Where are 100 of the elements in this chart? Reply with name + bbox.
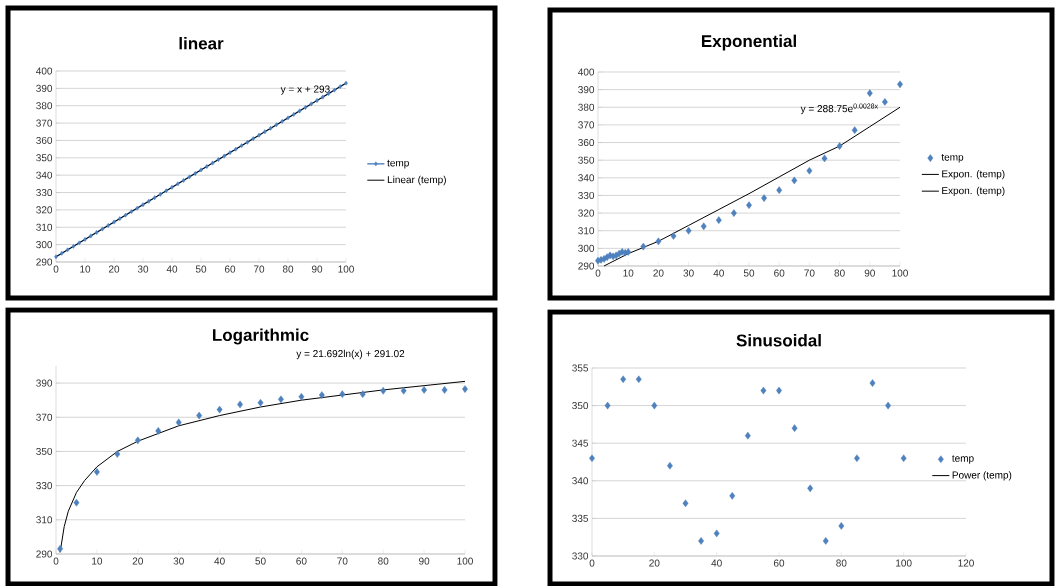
point: [670, 232, 677, 240]
point: [158, 191, 163, 197]
legend-label: Expon. (temp): [942, 186, 1005, 197]
point: [117, 216, 122, 221]
y-tick-label: 380: [36, 102, 53, 110]
point: [400, 386, 407, 395]
point: [297, 108, 302, 114]
y-tick-label: 330: [572, 552, 589, 560]
point: [268, 125, 273, 131]
y-tick-label: 370: [578, 121, 595, 129]
point: [291, 112, 296, 117]
chart-title: linear: [179, 36, 224, 50]
point: [204, 164, 209, 169]
x-tick-label: 70: [804, 269, 815, 277]
x-tick-label: 80: [834, 269, 845, 277]
point: [100, 226, 105, 232]
point: [806, 166, 813, 175]
point: [216, 405, 223, 414]
chart-title: Exponential: [701, 34, 796, 51]
chart-title: Sinusoidal: [736, 333, 821, 347]
point: [715, 216, 722, 224]
y-tick-label: 310: [36, 223, 53, 231]
y-tick-label: 390: [36, 84, 53, 92]
x-tick-label: 20: [108, 265, 120, 273]
x-tick-label: 100: [338, 265, 354, 273]
y-tick-label: 350: [36, 447, 53, 455]
point: [155, 427, 162, 435]
point: [123, 212, 128, 218]
y-tick-label: 370: [36, 413, 53, 421]
y-tick-label: 290: [578, 262, 595, 270]
x-tick-label: 30: [683, 269, 694, 277]
y-tick-label: 310: [578, 227, 595, 235]
point: [315, 98, 319, 103]
point: [729, 492, 736, 500]
x-tick-label: 0: [53, 557, 59, 565]
x-tick-label: 40: [713, 269, 724, 277]
point: [239, 143, 244, 149]
x-tick-label: 50: [255, 557, 266, 565]
x-tick-label: 70: [253, 265, 265, 273]
point: [112, 219, 116, 225]
point: [882, 98, 888, 106]
point: [210, 160, 215, 166]
point: [320, 94, 325, 100]
point: [713, 529, 720, 538]
point: [791, 176, 798, 185]
x-tick-label: 50: [195, 265, 207, 273]
point: [318, 391, 325, 399]
point: [181, 177, 186, 183]
point: [344, 80, 348, 86]
point: [620, 375, 627, 384]
x-tick-label: 60: [296, 557, 307, 565]
point: [761, 194, 767, 202]
y-tick-label: 390: [36, 379, 53, 387]
x-tick-label: 120: [958, 559, 974, 567]
x-tick-label: 50: [743, 269, 755, 277]
x-tick-label: 40: [214, 557, 225, 565]
point: [286, 115, 290, 121]
point: [187, 174, 192, 180]
point: [731, 209, 737, 217]
y-tick-label: 320: [578, 209, 595, 217]
y-tick-label: 350: [36, 154, 53, 162]
point: [280, 118, 285, 124]
point: [700, 222, 707, 231]
point: [462, 385, 468, 393]
x-tick-label: 10: [80, 265, 91, 273]
chart-title: Logarithmic: [213, 328, 309, 345]
x-tick-label: 20: [649, 559, 660, 567]
point: [94, 230, 99, 235]
y-tick-label: 390: [578, 86, 595, 94]
point: [746, 201, 752, 209]
point: [866, 89, 873, 97]
x-tick-label: 20: [132, 557, 143, 565]
point: [821, 154, 828, 163]
y-tick-label: 330: [36, 189, 53, 197]
x-tick-label: 80: [836, 559, 847, 567]
point: [245, 139, 250, 145]
point: [129, 209, 134, 215]
x-tick-label: 40: [711, 559, 722, 567]
y-tick-label: 300: [578, 244, 595, 252]
point: [822, 537, 829, 545]
point: [57, 545, 63, 553]
point: [59, 250, 64, 256]
y-tick-label: 345: [572, 439, 589, 447]
point: [698, 537, 704, 545]
legend-label: Expon. (temp): [942, 170, 1005, 180]
annotation: y = 288.75e$^{0.0028x}$: [800, 103, 878, 115]
annotation: y = x + 293: [280, 85, 330, 95]
y-tick-label: 355: [572, 364, 589, 372]
y-tick-label: 340: [578, 174, 595, 182]
y-tick-label: 400: [578, 68, 595, 76]
point: [303, 105, 308, 110]
point: [228, 150, 232, 155]
point: [604, 401, 611, 410]
legend-label: Linear (temp): [387, 175, 446, 186]
y-tick-label: 340: [572, 477, 589, 485]
y-tick-label: 290: [36, 550, 53, 558]
point: [175, 418, 182, 427]
point: [640, 242, 647, 251]
y-tick-label: 340: [36, 171, 53, 179]
point: [441, 386, 448, 394]
